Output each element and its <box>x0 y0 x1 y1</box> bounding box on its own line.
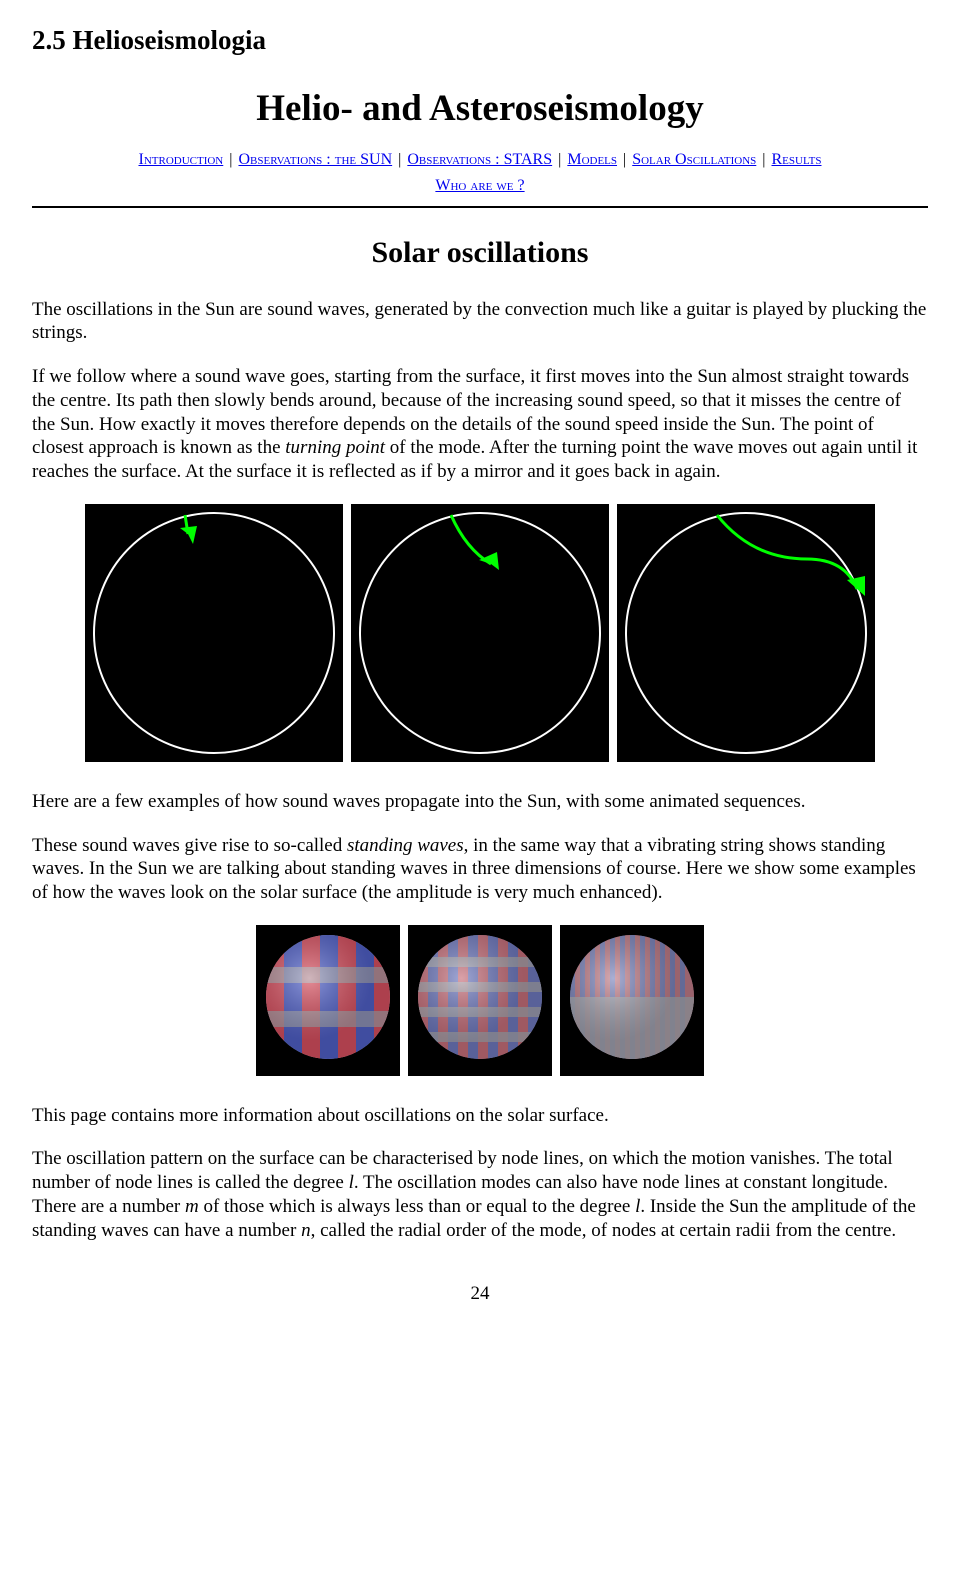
nav-obs-stars[interactable]: Observations : STARS <box>407 151 552 168</box>
mode-figure-3 <box>560 925 704 1076</box>
page-title: Helio- and Asteroseismology <box>32 86 928 132</box>
symbol-n: n <box>301 1220 311 1241</box>
wave-figure-3 <box>617 504 875 762</box>
mode-figures-row <box>32 925 928 1076</box>
mode-figure-2 <box>408 925 552 1076</box>
paragraph-examples: Here are a few examples of how sound wav… <box>32 790 928 814</box>
wave-figures-row <box>32 504 928 762</box>
nav-solar-osc[interactable]: Solar Oscillations <box>632 151 756 168</box>
nav-introduction[interactable]: Introduction <box>138 151 223 168</box>
symbol-m: m <box>185 1196 199 1217</box>
paragraph-standing-waves: These sound waves give rise to so-called… <box>32 834 928 905</box>
nav-primary: Introduction | Observations : the SUN | … <box>32 150 928 170</box>
nav-sep: | <box>558 151 561 168</box>
nav-sep: | <box>762 151 765 168</box>
term-standing-waves: standing waves <box>347 835 464 856</box>
paragraph-intro: The oscillations in the Sun are sound wa… <box>32 298 928 346</box>
divider <box>32 206 928 208</box>
sub-heading: Solar oscillations <box>32 234 928 272</box>
wave-figure-1 <box>85 504 343 762</box>
paragraph-more-info: This page contains more information abou… <box>32 1104 928 1128</box>
wave-figure-2 <box>351 504 609 762</box>
nav-sep: | <box>229 151 232 168</box>
section-number: 2.5 Helioseismologia <box>32 24 928 58</box>
paragraph-wavepath: If we follow where a sound wave goes, st… <box>32 365 928 484</box>
nav-obs-sun[interactable]: Observations : the SUN <box>238 151 392 168</box>
nav-models[interactable]: Models <box>567 151 617 168</box>
text: , called the radial order of the mode, o… <box>311 1220 897 1241</box>
text: of those which is always less than or eq… <box>199 1196 635 1217</box>
nav-results[interactable]: Results <box>772 151 822 168</box>
paragraph-nodes: The oscillation pattern on the surface c… <box>32 1147 928 1242</box>
nav-sep: | <box>398 151 401 168</box>
nav-who-are-we[interactable]: Who are we ? <box>435 177 524 194</box>
term-turning-point: turning point <box>285 437 385 458</box>
mode-figure-1 <box>256 925 400 1076</box>
text: These sound waves give rise to so-called <box>32 835 347 856</box>
nav-secondary: Who are we ? <box>32 176 928 196</box>
nav-sep: | <box>623 151 626 168</box>
page-number: 24 <box>32 1282 928 1306</box>
